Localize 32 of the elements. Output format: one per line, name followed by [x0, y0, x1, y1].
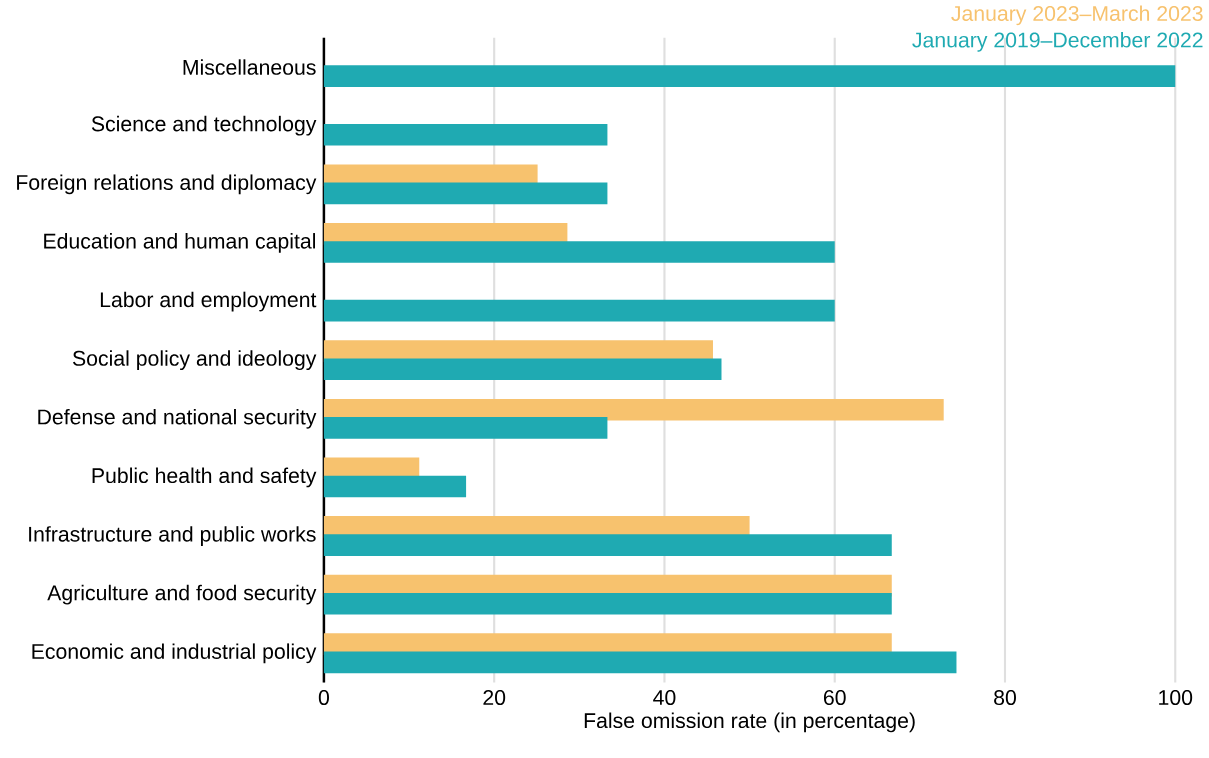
- bar: [323, 241, 835, 263]
- bar: [323, 475, 467, 498]
- y-tick-label: Miscellaneous: [183, 59, 316, 75]
- bar: [323, 358, 722, 381]
- y-tick-label: Defense and national security: [38, 408, 317, 429]
- bar: [323, 398, 944, 421]
- bar: [323, 299, 835, 322]
- x-tick-label: 60: [823, 689, 846, 705]
- series-label: January 2019–December 2022: [912, 31, 1203, 52]
- y-tick-label: Social policy and ideology: [72, 350, 317, 371]
- y-tick-label: Infrastructure and public works: [29, 526, 316, 546]
- bar: [323, 123, 608, 146]
- x-tick-label: 40: [653, 689, 676, 705]
- y-tick-label: Education and human capital: [44, 232, 315, 253]
- x-axis-title: False omission rate (in percentage): [584, 712, 915, 733]
- bar: [323, 65, 1176, 87]
- y-tick-label: Labor and employment: [100, 291, 317, 312]
- x-tick-label: 80: [994, 689, 1016, 705]
- text: January 2023–March 2023: [951, 5, 1203, 26]
- x-tick-label: 20: [483, 689, 506, 705]
- y-tick-label: Agriculture and food security: [47, 584, 317, 605]
- y-tick-label: Foreign relations and diplomacy: [17, 174, 317, 195]
- bar: [323, 534, 892, 556]
- bar: [323, 416, 608, 439]
- y-tick-label: Science and technology: [91, 115, 317, 136]
- y-tick-label: Economic and industrial policy: [32, 643, 317, 664]
- x-tick-label: 0: [318, 689, 329, 705]
- bar: [323, 182, 608, 205]
- bar: [323, 651, 957, 674]
- bar: [323, 592, 892, 615]
- y-tick-label: Public health and safety: [92, 467, 317, 488]
- x-tick-label: 100: [1159, 689, 1193, 705]
